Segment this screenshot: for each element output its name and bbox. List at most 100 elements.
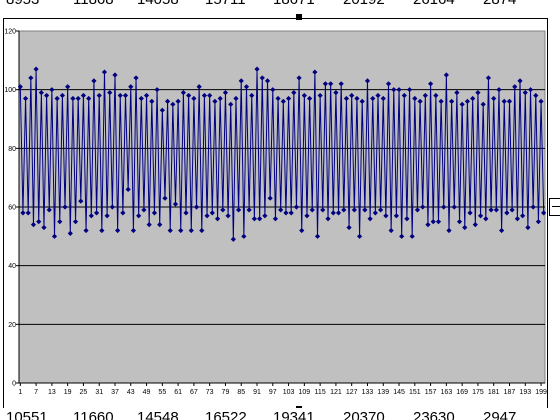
data-point: [86, 95, 92, 102]
data-point: [522, 90, 528, 96]
data-point: [420, 204, 426, 210]
bottom-cell: 16522: [205, 409, 247, 420]
top-cell: 20192: [343, 0, 385, 8]
data-point: [22, 95, 29, 102]
x-tick-label: 85: [237, 389, 245, 396]
data-point: [499, 227, 505, 234]
selection-handle-top[interactable]: [296, 14, 302, 20]
data-point: [78, 198, 84, 204]
data-point: [199, 227, 205, 234]
x-tick-label: 127: [346, 389, 358, 396]
data-point: [172, 201, 179, 207]
data-point: [467, 210, 473, 216]
data-point: [180, 90, 186, 96]
y-tick-label: 20: [8, 322, 16, 329]
x-tick-label: 97: [269, 389, 277, 396]
data-point: [367, 216, 373, 222]
data-point: [449, 98, 455, 104]
x-tick-label: 157: [425, 389, 437, 396]
x-tick-label: 49: [143, 389, 151, 396]
data-point: [427, 81, 434, 87]
y-tick-label: 40: [8, 263, 16, 270]
top-cell: 18671: [273, 0, 315, 8]
data-point: [120, 210, 126, 216]
data-point: [278, 207, 284, 213]
data-point: [178, 227, 184, 234]
data-point: [501, 98, 507, 104]
data-point: [380, 95, 386, 102]
data-point: [372, 210, 378, 216]
data-point: [254, 66, 260, 72]
data-point: [36, 219, 42, 225]
legend-box[interactable]: [549, 198, 560, 216]
data-point: [517, 78, 523, 84]
data-point: [527, 87, 534, 93]
data-point: [159, 107, 165, 113]
data-point: [209, 210, 215, 216]
data-point: [233, 95, 239, 102]
chart-area[interactable]: 0 20 40 60 80 100 120 1 7 13 19 25 31 37 43 49 55 61 67 73 7…: [3, 18, 548, 412]
data-point: [351, 207, 357, 213]
bottom-cell: 11660: [73, 409, 114, 420]
bottom-cell: 23630: [413, 409, 455, 420]
data-point: [243, 84, 250, 90]
x-tick-label: 163: [441, 389, 453, 396]
data-point: [46, 207, 52, 213]
data-point: [291, 90, 297, 96]
data-point: [249, 92, 255, 99]
data-point: [191, 95, 197, 102]
data-point: [385, 81, 392, 87]
data-point: [459, 101, 465, 107]
x-tick-label: 73: [206, 389, 214, 396]
x-tick-label: 61: [174, 389, 182, 396]
data-point: [222, 90, 229, 96]
top-cell: 8953: [6, 0, 39, 8]
data-point: [422, 92, 428, 99]
data-point: [530, 204, 536, 210]
data-point: [59, 92, 65, 99]
data-point: [70, 95, 76, 102]
data-point: [435, 219, 442, 225]
data-point: [107, 90, 113, 96]
data-point: [146, 222, 152, 228]
data-point: [341, 207, 347, 213]
data-point: [430, 219, 436, 225]
data-point: [472, 222, 478, 228]
data-point: [141, 207, 147, 213]
x-tick-label: 115: [315, 389, 326, 396]
x-tick-label: 19: [64, 389, 72, 396]
data-point: [383, 213, 389, 219]
data-point: [72, 219, 79, 225]
data-point: [438, 98, 444, 104]
data-point: [188, 227, 194, 234]
data-point: [41, 224, 47, 231]
data-point: [49, 87, 55, 93]
x-tick-label: 55: [158, 389, 166, 396]
data-point: [220, 207, 226, 213]
data-point: [491, 95, 497, 102]
data-point: [362, 207, 368, 213]
data-point: [236, 207, 242, 213]
data-point: [104, 213, 110, 219]
data-point: [480, 101, 486, 107]
data-point: [525, 224, 531, 231]
x-tick-label: 187: [504, 389, 516, 396]
data-point: [322, 81, 328, 87]
x-tick-label: 103: [283, 389, 295, 396]
data-point: [125, 186, 131, 192]
x-tick-label: 1: [18, 389, 22, 396]
x-tick-label: 37: [111, 389, 119, 396]
data-point: [538, 98, 544, 104]
data-point: [296, 75, 302, 81]
data-point: [414, 207, 421, 213]
data-point: [57, 219, 63, 225]
data-point: [333, 90, 339, 96]
data-point: [401, 92, 407, 99]
data-point: [535, 219, 542, 225]
data-point: [370, 95, 376, 102]
data-point: [441, 204, 447, 210]
spreadsheet-row-below: 10551 11660 14548 16522 19341 20370 23630 2947: [0, 408, 560, 420]
data-point: [264, 78, 271, 84]
series-line: [19, 69, 545, 240]
y-tick-label: 120: [4, 29, 16, 36]
